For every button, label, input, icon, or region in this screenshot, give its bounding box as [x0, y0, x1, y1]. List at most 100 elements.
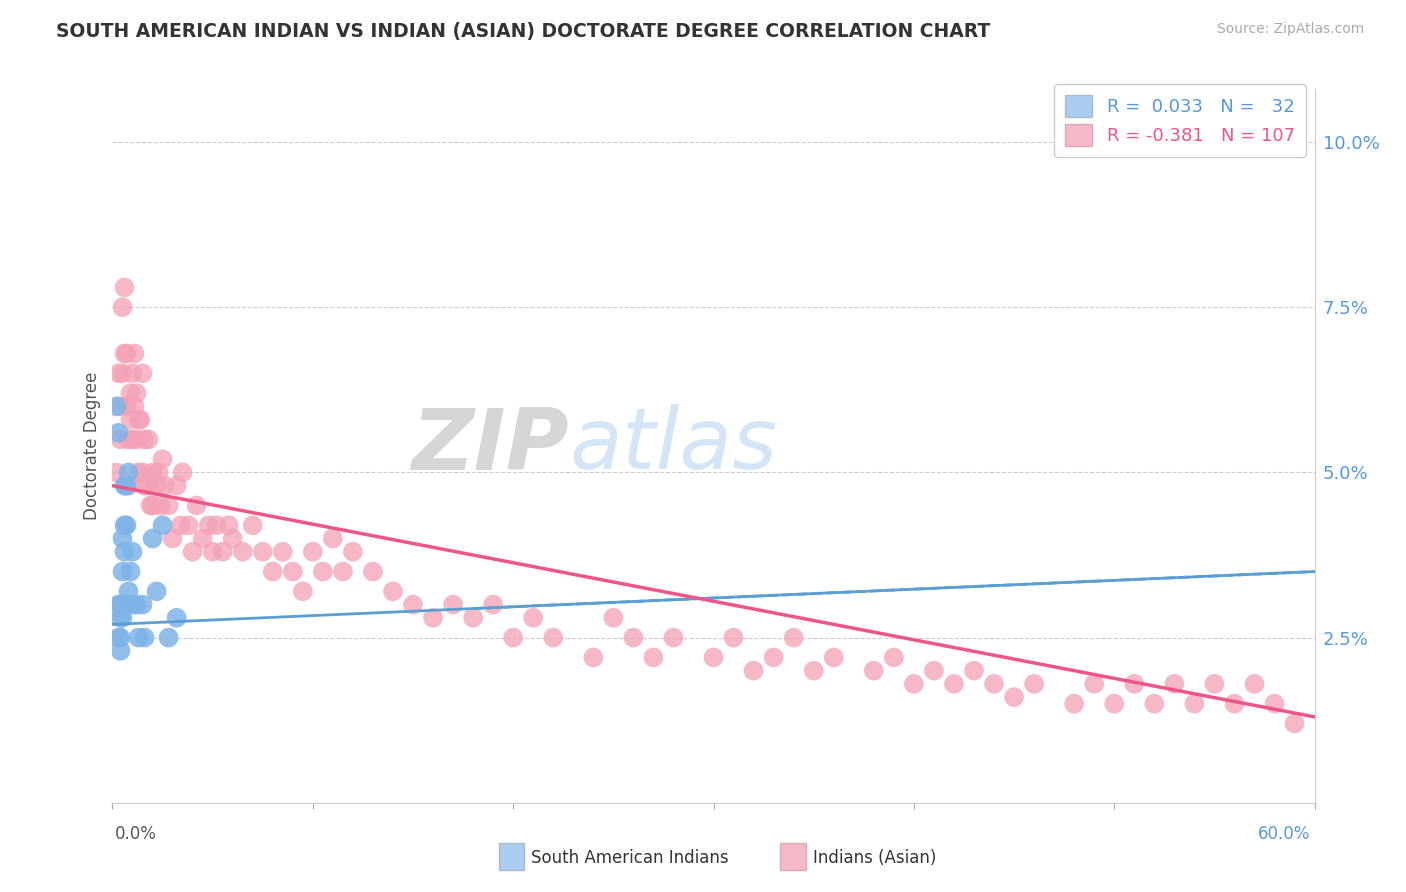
Point	[361, 565, 384, 579]
Point	[120, 565, 142, 579]
Point	[181, 545, 204, 559]
Point	[115, 400, 138, 414]
Text: Indians (Asian): Indians (Asian)	[813, 849, 936, 867]
Point	[291, 584, 314, 599]
Point	[1264, 697, 1286, 711]
Point	[232, 545, 254, 559]
Point	[1083, 677, 1105, 691]
Point	[191, 532, 214, 546]
Point	[129, 412, 152, 426]
Point	[124, 400, 146, 414]
Point	[121, 545, 143, 559]
Point	[120, 386, 142, 401]
Point	[302, 545, 325, 559]
Point	[1063, 697, 1085, 711]
Point	[105, 466, 128, 480]
Point	[903, 677, 925, 691]
Point	[152, 518, 174, 533]
Point	[111, 367, 134, 381]
Point	[111, 532, 134, 546]
Point	[114, 598, 136, 612]
Point	[114, 478, 136, 492]
Point	[1284, 716, 1306, 731]
Point	[107, 367, 129, 381]
Point	[149, 499, 172, 513]
Point	[107, 631, 129, 645]
Legend: R =  0.033   N =   32, R = -0.381   N = 107: R = 0.033 N = 32, R = -0.381 N = 107	[1054, 84, 1306, 157]
Point	[114, 545, 136, 559]
Point	[643, 650, 665, 665]
Point	[166, 478, 188, 492]
Point	[134, 478, 156, 492]
Point	[110, 644, 132, 658]
Point	[803, 664, 825, 678]
Point	[157, 499, 180, 513]
Point	[169, 518, 191, 533]
Point	[148, 466, 170, 480]
Point	[402, 598, 425, 612]
Text: ZIP: ZIP	[412, 404, 569, 488]
Point	[782, 631, 804, 645]
Point	[138, 433, 160, 447]
Point	[157, 631, 180, 645]
Point	[823, 650, 845, 665]
Point	[742, 664, 765, 678]
Point	[141, 466, 163, 480]
Point	[983, 677, 1005, 691]
Point	[115, 478, 138, 492]
Point	[1102, 697, 1125, 711]
Point	[111, 611, 134, 625]
Point	[114, 518, 136, 533]
Point	[441, 598, 464, 612]
Point	[1243, 677, 1265, 691]
Point	[1123, 677, 1146, 691]
Point	[332, 565, 354, 579]
Y-axis label: Doctorate Degree: Doctorate Degree	[83, 372, 101, 520]
Point	[922, 664, 945, 678]
Point	[138, 478, 160, 492]
Text: 60.0%: 60.0%	[1258, 825, 1310, 843]
Point	[621, 631, 644, 645]
Point	[702, 650, 725, 665]
Point	[131, 367, 153, 381]
Point	[124, 346, 146, 360]
Point	[145, 478, 167, 492]
Point	[166, 611, 188, 625]
Point	[582, 650, 605, 665]
Point	[186, 499, 208, 513]
Point	[312, 565, 335, 579]
Point	[1204, 677, 1226, 691]
Point	[115, 346, 138, 360]
Point	[281, 565, 304, 579]
Point	[134, 631, 156, 645]
Point	[134, 433, 156, 447]
Point	[502, 631, 524, 645]
Point	[1024, 677, 1046, 691]
Point	[125, 386, 148, 401]
Point	[863, 664, 886, 678]
Point	[1002, 690, 1025, 704]
Point	[222, 532, 245, 546]
Point	[723, 631, 745, 645]
Point	[252, 545, 274, 559]
Point	[762, 650, 785, 665]
Point	[1223, 697, 1246, 711]
Point	[145, 584, 167, 599]
Point	[121, 367, 143, 381]
Point	[111, 565, 134, 579]
Point	[342, 545, 364, 559]
Point	[107, 598, 129, 612]
Text: 0.0%: 0.0%	[115, 825, 157, 843]
Point	[382, 584, 405, 599]
Point	[128, 466, 150, 480]
Point	[1184, 697, 1206, 711]
Point	[152, 452, 174, 467]
Point	[107, 425, 129, 440]
Point	[141, 532, 163, 546]
Point	[125, 433, 148, 447]
Point	[482, 598, 505, 612]
Point	[128, 631, 150, 645]
Point	[197, 518, 219, 533]
Point	[262, 565, 284, 579]
Point	[205, 518, 228, 533]
